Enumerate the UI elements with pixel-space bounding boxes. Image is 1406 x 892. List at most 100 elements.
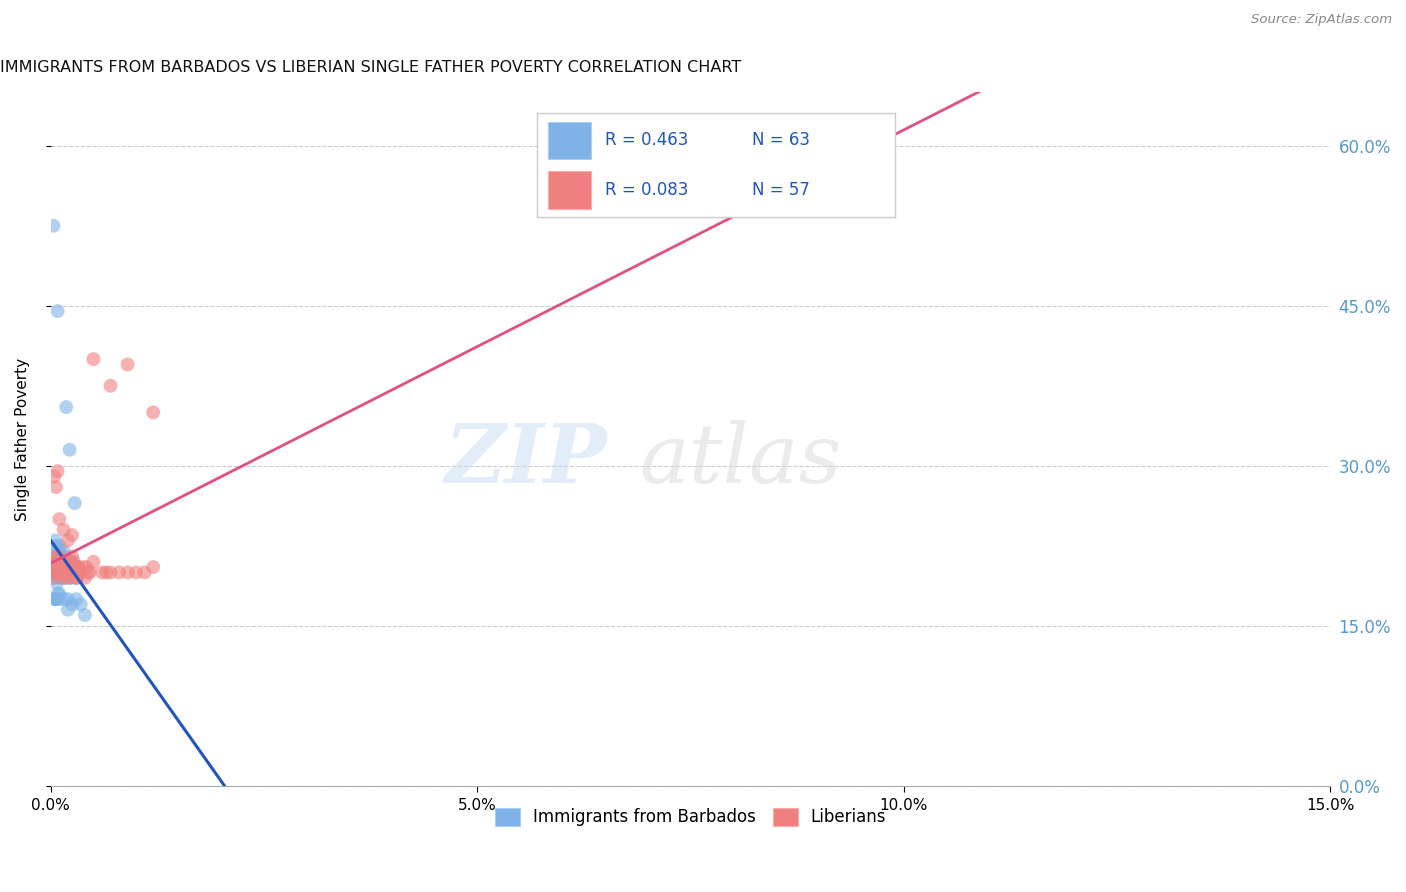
- Point: [53, 549, 76, 564]
- Y-axis label: Single Father Poverty: Single Father Poverty: [15, 358, 30, 521]
- Point: [44, 571, 66, 585]
- Point: [45, 592, 67, 607]
- Point: [51, 566, 73, 580]
- Point: [73, 571, 96, 585]
- Point: [117, 358, 139, 372]
- Point: [48, 592, 70, 607]
- Point: [45, 566, 67, 580]
- Point: [82, 555, 104, 569]
- Point: [52, 523, 75, 537]
- Point: [45, 539, 67, 553]
- Point: [73, 608, 96, 623]
- Point: [44, 544, 66, 558]
- Point: [48, 566, 70, 580]
- Point: [96, 566, 118, 580]
- Point: [58, 566, 80, 580]
- Point: [91, 566, 114, 580]
- Point: [108, 566, 131, 580]
- Point: [67, 560, 90, 574]
- Point: [48, 566, 70, 580]
- Point: [52, 571, 75, 585]
- Point: [125, 566, 148, 580]
- Point: [76, 560, 98, 574]
- Point: [45, 566, 67, 580]
- Point: [56, 555, 79, 569]
- Point: [44, 592, 66, 607]
- Point: [46, 560, 69, 574]
- Point: [69, 598, 91, 612]
- Point: [53, 566, 76, 580]
- Text: ZIP: ZIP: [444, 420, 607, 500]
- Point: [46, 555, 69, 569]
- Point: [77, 566, 100, 580]
- Point: [42, 219, 65, 233]
- Point: [45, 480, 67, 494]
- Point: [65, 592, 87, 607]
- Point: [52, 592, 75, 607]
- Point: [48, 571, 70, 585]
- Point: [53, 555, 76, 569]
- Point: [53, 566, 76, 580]
- Point: [45, 560, 67, 574]
- Point: [48, 587, 70, 601]
- Point: [56, 571, 79, 585]
- Point: [60, 598, 83, 612]
- Point: [49, 560, 72, 574]
- Point: [100, 378, 122, 392]
- Point: [60, 560, 83, 574]
- Point: [48, 549, 70, 564]
- Point: [67, 560, 90, 574]
- Point: [44, 533, 66, 548]
- Point: [142, 560, 165, 574]
- Point: [56, 603, 79, 617]
- Text: IMMIGRANTS FROM BARBADOS VS LIBERIAN SINGLE FATHER POVERTY CORRELATION CHART: IMMIGRANTS FROM BARBADOS VS LIBERIAN SIN…: [0, 60, 741, 75]
- Point: [65, 571, 87, 585]
- Point: [45, 592, 67, 607]
- Point: [46, 464, 69, 478]
- Point: [69, 566, 91, 580]
- Point: [55, 560, 77, 574]
- Point: [65, 566, 87, 580]
- Text: Source: ZipAtlas.com: Source: ZipAtlas.com: [1251, 13, 1392, 27]
- Point: [134, 566, 156, 580]
- Point: [63, 555, 86, 569]
- Point: [49, 560, 72, 574]
- Point: [59, 555, 82, 569]
- Point: [55, 400, 77, 414]
- Point: [44, 566, 66, 580]
- Point: [49, 549, 72, 564]
- Point: [60, 560, 83, 574]
- Point: [52, 544, 75, 558]
- Point: [48, 512, 70, 526]
- Point: [51, 566, 73, 580]
- Point: [58, 555, 80, 569]
- Point: [82, 352, 104, 367]
- Point: [48, 539, 70, 553]
- Text: atlas: atlas: [640, 420, 842, 500]
- Point: [48, 544, 70, 558]
- Point: [65, 571, 87, 585]
- Point: [63, 560, 86, 574]
- Point: [49, 571, 72, 585]
- Point: [63, 566, 86, 580]
- Point: [46, 587, 69, 601]
- Legend: Immigrants from Barbados, Liberians: Immigrants from Barbados, Liberians: [488, 801, 893, 833]
- Point: [46, 555, 69, 569]
- Point: [65, 560, 87, 574]
- Point: [52, 560, 75, 574]
- Point: [142, 405, 165, 419]
- Point: [100, 566, 122, 580]
- Point: [52, 571, 75, 585]
- Point: [58, 566, 80, 580]
- Point: [60, 549, 83, 564]
- Point: [117, 566, 139, 580]
- Point: [52, 555, 75, 569]
- Point: [44, 469, 66, 483]
- Point: [60, 528, 83, 542]
- Point: [56, 592, 79, 607]
- Point: [42, 555, 65, 569]
- Point: [41, 571, 63, 585]
- Point: [44, 592, 66, 607]
- Point: [51, 555, 73, 569]
- Point: [56, 566, 79, 580]
